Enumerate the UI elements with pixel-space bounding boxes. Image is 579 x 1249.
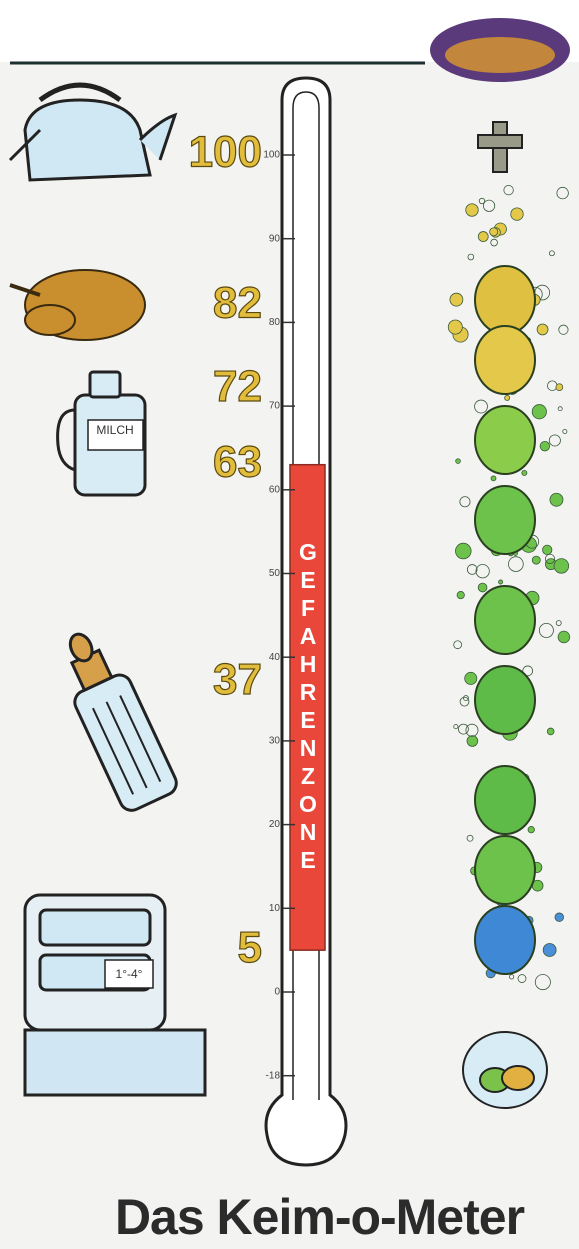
germ [475, 666, 535, 734]
germ-bubble [522, 470, 527, 475]
tick-label: 50 [269, 568, 281, 579]
tick-label: 40 [269, 652, 281, 663]
title: Das Keim-o-Meter [0, 1188, 579, 1246]
germ [475, 406, 535, 474]
fridge-sign: 1°-4° [116, 967, 143, 981]
tick-label: 80 [269, 317, 281, 328]
germ-bubble [448, 320, 462, 334]
tick-label: 70 [269, 401, 281, 412]
germ [475, 266, 535, 334]
hedgehog [430, 18, 570, 82]
tick-label: 30 [269, 736, 281, 747]
germ-bubble [554, 559, 569, 574]
temperature-marker: 37 [213, 655, 262, 704]
germ-bubble [556, 384, 563, 391]
germ-bubble [540, 441, 550, 451]
germ [475, 836, 535, 904]
germ [475, 906, 535, 974]
germ [475, 766, 535, 834]
danger-zone-label: GEFAHRENZONE [294, 539, 321, 875]
germ-bubble [467, 736, 478, 747]
germ-bubble [491, 476, 496, 481]
page: MILCH 1°-4° 1009080706050403020100-18 10… [0, 0, 579, 1249]
tick-label: 0 [274, 987, 280, 998]
temperature-marker: 72 [213, 362, 262, 411]
germ-bubble [543, 545, 552, 554]
tick-label: 100 [263, 150, 280, 161]
germ-bubble [558, 631, 570, 643]
food-bowl [463, 1032, 547, 1108]
germ-bubble [532, 405, 546, 419]
germ-bubble [478, 583, 487, 592]
germ-bubble [505, 395, 510, 400]
tick-label: 60 [269, 484, 281, 495]
temperature-marker: 100 [189, 128, 262, 177]
germ-bubble [466, 204, 478, 216]
germ-bubble [532, 556, 540, 564]
tick-label: 90 [269, 233, 281, 244]
temperature-marker: 63 [213, 437, 262, 486]
germ-bubble [490, 228, 498, 236]
danger-zone: GEFAHRENZONE [290, 465, 325, 950]
germ [475, 486, 535, 554]
germ-bubble [511, 208, 523, 220]
germ-bubble [547, 728, 554, 735]
temperature-marker: 82 [213, 278, 262, 327]
tick-label: 20 [269, 819, 281, 830]
germ-bubble [550, 493, 563, 506]
milk-label: MILCH [96, 423, 133, 437]
germ-bubble [499, 580, 503, 584]
germ-bubble [450, 293, 463, 306]
tick-label: -18 [266, 1070, 281, 1081]
germ-bubble [543, 944, 556, 957]
germ-bubble [537, 324, 548, 335]
germ-bubble [457, 591, 464, 598]
germ-bubble [528, 826, 534, 832]
germ-bubble [555, 913, 564, 922]
germ-bubble [455, 543, 471, 559]
germ-bubble [465, 672, 477, 684]
germ [475, 586, 535, 654]
temperature-marker: 5 [238, 923, 262, 972]
germ [475, 326, 535, 394]
germ-bubble [478, 232, 488, 242]
tick-label: 10 [269, 903, 281, 914]
germ-bubble [456, 459, 461, 464]
